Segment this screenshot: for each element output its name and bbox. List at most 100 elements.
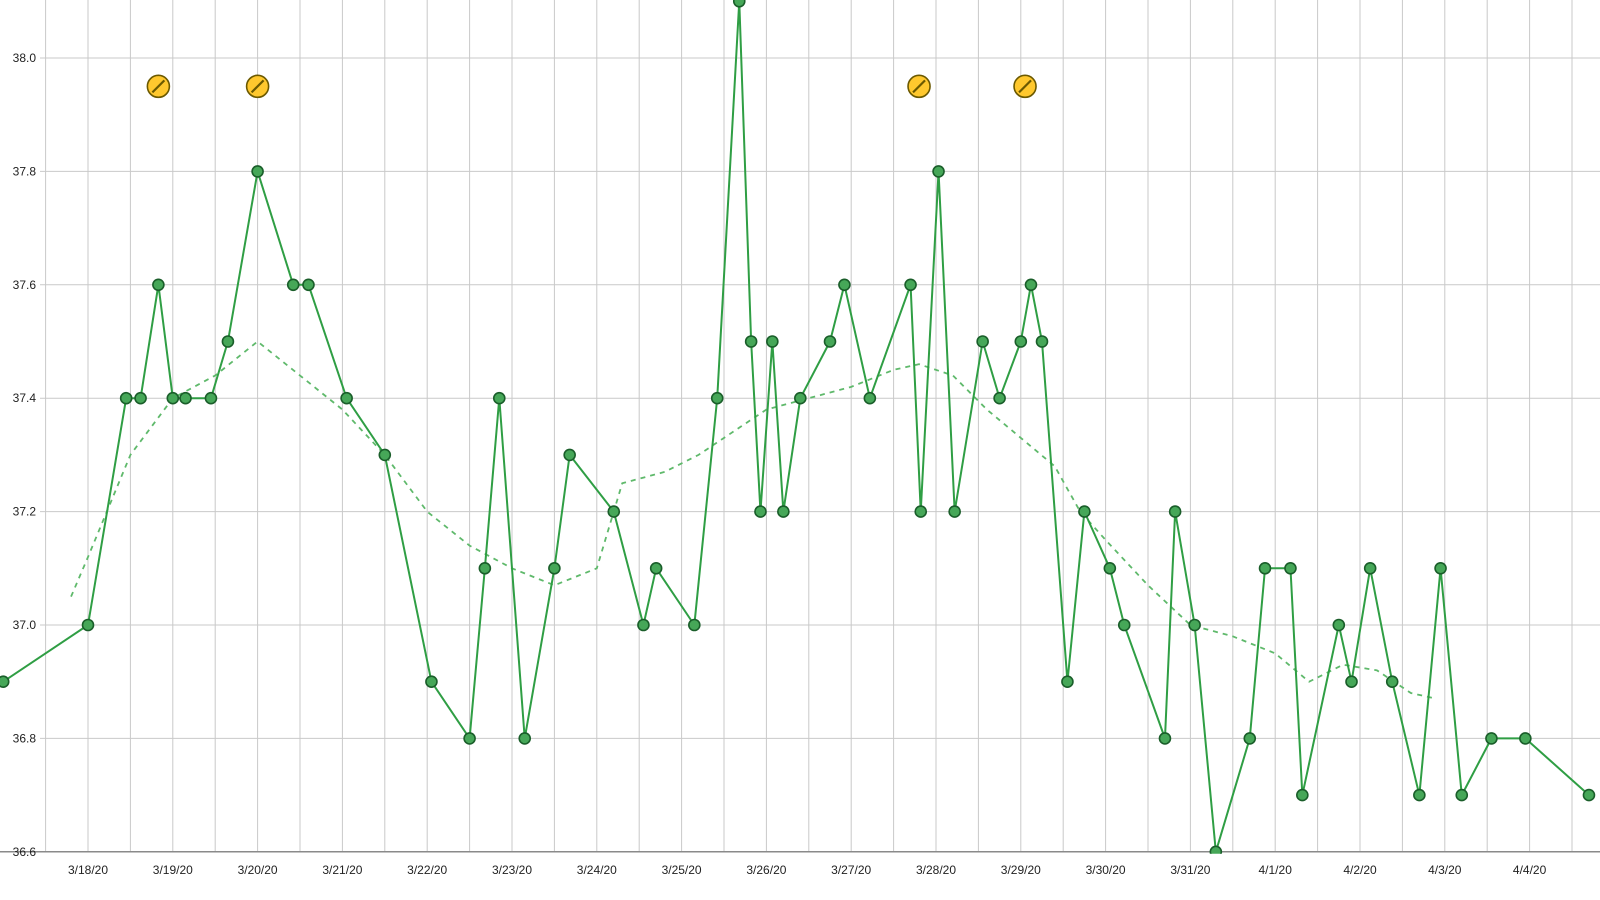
data-point-marker[interactable] [1485, 732, 1498, 745]
x-tick-label: 4/3/20 [1428, 863, 1462, 877]
y-tick-label: 38.0 [13, 51, 37, 65]
x-tick-label: 3/20/20 [238, 863, 278, 877]
y-tick-label: 36.6 [13, 845, 37, 859]
data-point-marker[interactable] [1385, 675, 1399, 689]
data-point-marker[interactable] [794, 391, 807, 405]
data-point-marker[interactable] [0, 675, 10, 688]
data-point-marker[interactable] [221, 335, 235, 348]
data-point-marker[interactable] [518, 732, 532, 745]
data-point-marker[interactable] [1284, 561, 1297, 575]
data-point-marker[interactable] [1345, 675, 1358, 689]
data-point-marker[interactable] [378, 448, 392, 462]
data-point-marker[interactable] [119, 391, 133, 405]
data-point-marker[interactable] [152, 278, 165, 292]
data-point-marker[interactable] [838, 278, 851, 292]
data-point-marker[interactable] [1024, 278, 1038, 292]
data-point-marker[interactable] [1455, 788, 1469, 802]
data-point-marker[interactable] [1158, 732, 1172, 745]
data-point-marker[interactable] [777, 505, 790, 518]
plot-area [0, 0, 1596, 857]
y-tick-label: 37.8 [13, 164, 37, 178]
data-point-markers [0, 0, 1596, 857]
gridlines [40, 0, 1600, 853]
data-point-marker[interactable] [204, 391, 218, 405]
data-point-marker[interactable] [649, 561, 663, 575]
data-point-marker[interactable] [914, 505, 928, 518]
data-point-marker[interactable] [1243, 732, 1257, 745]
data-point-marker[interactable] [179, 391, 192, 405]
data-point-marker[interactable] [563, 448, 576, 462]
data-point-marker[interactable] [134, 391, 147, 405]
x-tick-label: 3/29/20 [1001, 863, 1041, 877]
medication-event-icon[interactable] [245, 74, 270, 99]
x-tick-label: 3/24/20 [577, 863, 617, 877]
data-point-marker[interactable] [710, 391, 724, 405]
data-point-marker[interactable] [863, 391, 877, 405]
data-point-marker[interactable] [1209, 845, 1223, 857]
moving-average-line [70, 340, 1437, 700]
data-point-marker[interactable] [81, 618, 95, 632]
x-tick-label: 3/21/20 [322, 863, 362, 877]
data-point-marker[interactable] [1117, 618, 1131, 632]
data-point-marker[interactable] [1014, 335, 1028, 348]
x-tick-label: 3/26/20 [746, 863, 786, 877]
data-point-marker[interactable] [548, 561, 561, 575]
data-point-marker[interactable] [1332, 618, 1346, 632]
data-point-marker[interactable] [1078, 505, 1091, 518]
data-point-marker[interactable] [637, 618, 650, 632]
data-point-marker[interactable] [286, 278, 300, 292]
medication-event-icon[interactable] [1013, 74, 1037, 99]
y-tick-label: 37.0 [13, 618, 37, 632]
data-point-marker[interactable] [1519, 732, 1532, 745]
data-point-marker[interactable] [478, 561, 492, 575]
data-point-marker[interactable] [688, 618, 701, 632]
x-tick-label: 3/19/20 [153, 863, 193, 877]
x-tick-label: 3/27/20 [831, 863, 871, 877]
data-point-marker[interactable] [492, 391, 506, 405]
data-point-marker[interactable] [823, 335, 837, 348]
data-point-marker[interactable] [607, 505, 621, 518]
x-axis-labels: 3/18/20 3/19/20 3/20/20 3/21/20 3/22/20 3/23/… [68, 863, 1547, 877]
data-point-marker[interactable] [993, 391, 1006, 405]
data-point-marker[interactable] [251, 165, 264, 178]
y-tick-label: 36.8 [13, 731, 37, 745]
data-point-marker[interactable] [1168, 505, 1182, 518]
y-axis-labels: 38.0 37.8 37.6 37.4 37.2 37.0 36.8 36.6 [13, 51, 37, 859]
data-point-marker[interactable] [904, 278, 917, 292]
x-tick-label: 3/30/20 [1086, 863, 1126, 877]
data-point-marker[interactable] [932, 165, 945, 178]
data-point-marker[interactable] [1582, 788, 1596, 802]
data-point-marker[interactable] [766, 335, 779, 348]
medication-event-icon[interactable] [907, 74, 931, 99]
data-point-marker[interactable] [166, 391, 180, 405]
x-tick-label: 3/25/20 [662, 863, 702, 877]
data-point-marker[interactable] [1363, 561, 1377, 575]
data-point-marker[interactable] [1296, 788, 1309, 802]
temperature-line [2, 0, 1590, 853]
y-tick-label: 37.2 [13, 505, 37, 519]
data-point-marker[interactable] [976, 335, 989, 348]
data-point-marker[interactable] [302, 278, 315, 292]
data-point-marker[interactable] [948, 505, 961, 518]
data-point-marker[interactable] [744, 335, 758, 348]
data-point-marker[interactable] [1188, 618, 1201, 632]
data-point-marker[interactable] [1035, 335, 1049, 348]
data-point-marker[interactable] [340, 391, 353, 405]
data-point-marker[interactable] [1258, 561, 1272, 575]
event-markers [146, 74, 1037, 99]
data-point-marker[interactable] [425, 675, 438, 689]
x-tick-label: 3/22/20 [407, 863, 447, 877]
data-point-marker[interactable] [1103, 561, 1117, 575]
data-point-marker[interactable] [463, 732, 476, 745]
data-point-marker[interactable] [1061, 675, 1074, 689]
data-point-marker[interactable] [1413, 788, 1426, 802]
data-point-marker[interactable] [754, 505, 767, 518]
x-tick-label: 3/18/20 [68, 863, 108, 877]
data-point-marker[interactable] [732, 0, 746, 8]
data-point-marker[interactable] [1434, 561, 1447, 575]
y-tick-label: 37.4 [13, 391, 37, 405]
x-tick-label: 4/2/20 [1343, 863, 1377, 877]
medication-event-icon[interactable] [146, 74, 171, 99]
